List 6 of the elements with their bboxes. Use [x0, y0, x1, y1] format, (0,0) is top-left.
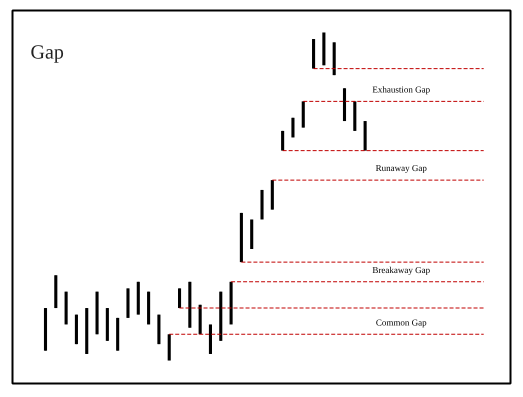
ref-line-label: Exhaustion Gap [372, 84, 431, 94]
ref-line-label: Common Gap [376, 317, 428, 328]
candlestick [291, 117, 294, 138]
ref-line-label: Breakaway Gap [372, 264, 431, 275]
text: Gap [30, 42, 64, 64]
ref-line-label: Runaway Gap [376, 163, 428, 174]
